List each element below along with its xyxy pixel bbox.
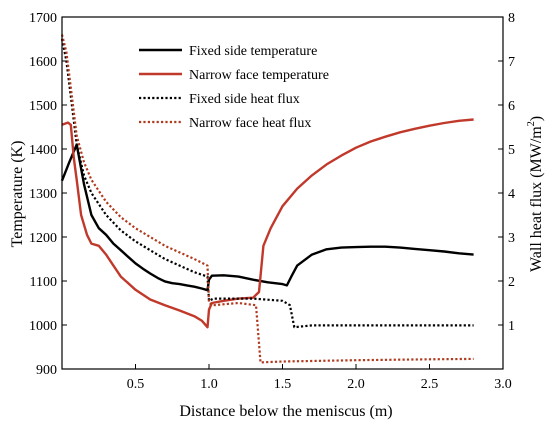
y-right-tick-label: 3 bbox=[508, 231, 515, 246]
y-right-tick-label: 5 bbox=[508, 143, 515, 158]
legend: Fixed side temperature Narrow face temper… bbox=[139, 44, 329, 131]
y-left-tick-label: 900 bbox=[36, 363, 57, 378]
x-axis-label: Distance below the meniscus (m) bbox=[179, 403, 392, 420]
legend-label: Fixed side heat flux bbox=[189, 92, 300, 107]
series-line-fixed-side-heat-flux bbox=[60, 38, 474, 329]
y-left-tick-label: 1600 bbox=[29, 55, 57, 70]
y-right-tick-label: 8 bbox=[508, 11, 515, 26]
y-left-axis-label: Temperature (K) bbox=[9, 141, 26, 248]
y-right-tick-label: 7 bbox=[508, 55, 515, 70]
y-right-tick-label: 1 bbox=[508, 319, 515, 334]
series-line-fixed-side-temperature bbox=[60, 143, 474, 292]
x-tick-label: 0.5 bbox=[127, 377, 145, 392]
x-tick-label: 2.5 bbox=[421, 377, 439, 392]
x-tick-label: 1.0 bbox=[200, 377, 218, 392]
x-tick-label: 3.0 bbox=[494, 377, 512, 392]
y-left-tick-label: 1300 bbox=[29, 187, 57, 202]
legend-label: Narrow face temperature bbox=[189, 68, 329, 83]
y-left-tick-label: 1000 bbox=[29, 319, 57, 334]
y-left-tick-label: 1700 bbox=[29, 11, 57, 26]
axis-ticks: 0.5 1.0 1.5 2.0 2.5 3.0 900 1000 1100 1200 1300 140… bbox=[29, 11, 515, 392]
series-line-narrow-face-temperature bbox=[61, 118, 474, 329]
y-left-tick-label: 1100 bbox=[30, 275, 57, 290]
y-right-tick-label: 2 bbox=[508, 275, 515, 290]
y-left-tick-label: 1200 bbox=[29, 231, 57, 246]
legend-label: Narrow face heat flux bbox=[189, 116, 311, 131]
y-right-tick-label: 6 bbox=[508, 99, 515, 114]
y-left-tick-label: 1400 bbox=[29, 143, 57, 158]
y-right-tick-label: 4 bbox=[508, 187, 515, 202]
series-line-narrow-face-heat-flux bbox=[60, 34, 474, 364]
y-right-axis-label-superscript: 2 bbox=[526, 121, 537, 126]
y-right-axis-label-close: ) bbox=[528, 116, 545, 121]
y-left-tick-label: 1500 bbox=[29, 99, 57, 114]
y-right-axis-label-base: Wall heat flux (MW/m bbox=[528, 126, 545, 272]
legend-label: Fixed side temperature bbox=[189, 44, 317, 59]
plot-series bbox=[60, 34, 474, 364]
x-tick-label: 1.5 bbox=[274, 377, 292, 392]
y-right-axis-label: Wall heat flux (MW/m2) bbox=[526, 116, 545, 272]
x-tick-label: 2.0 bbox=[347, 377, 365, 392]
